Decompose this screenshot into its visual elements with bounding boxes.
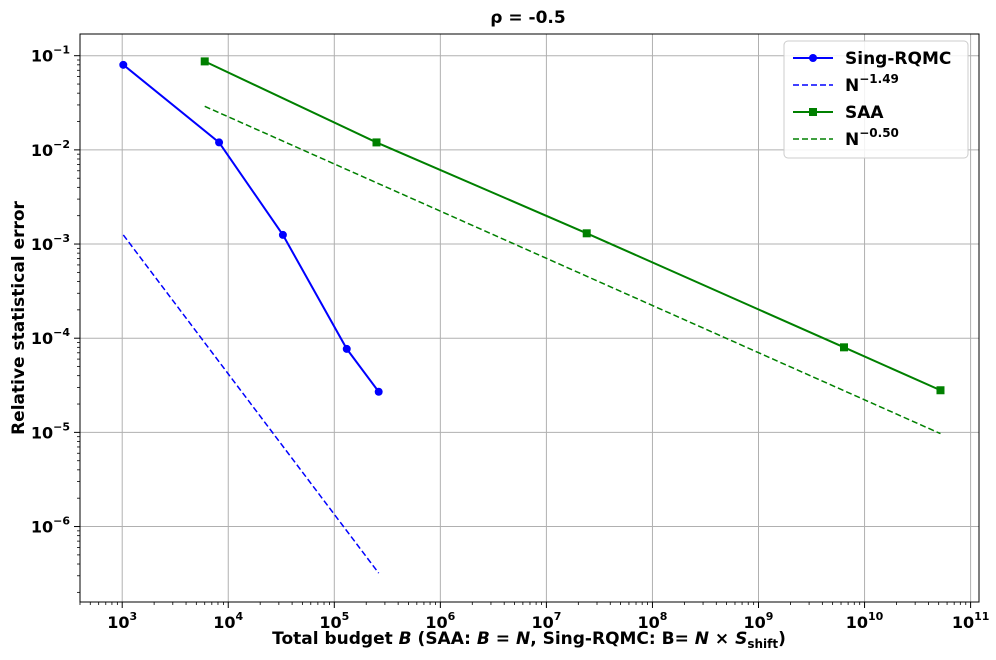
x-tick-label: 108 xyxy=(637,610,667,632)
x-tick-label: 104 xyxy=(213,610,243,632)
data-point xyxy=(278,230,287,239)
series-n-1-49 xyxy=(122,234,380,574)
x-axis-title-part: = xyxy=(490,629,516,649)
data-point xyxy=(839,343,848,352)
x-tick-label: 106 xyxy=(425,610,455,632)
legend-entry: N−1.49 xyxy=(793,72,899,96)
series-line xyxy=(122,234,380,574)
legend-marker xyxy=(809,108,817,116)
series-line xyxy=(122,64,380,393)
legend-label: SAA xyxy=(845,103,884,123)
legend-box xyxy=(783,40,969,159)
data-point xyxy=(342,344,351,353)
x-axis-title-part: B xyxy=(399,629,412,649)
data-point xyxy=(374,387,383,396)
series-sing-rqmc xyxy=(119,60,383,396)
x-tick-label: 1011 xyxy=(952,610,990,632)
series-layer xyxy=(119,57,945,574)
legend: Sing-RQMC N−1.49 SAA N−0.50 xyxy=(783,40,969,159)
x-axis-title-part: N xyxy=(695,629,709,649)
legend-label: N−0.50 xyxy=(845,126,899,150)
x-axis-title-part: S xyxy=(735,629,747,649)
series-n-0-50 xyxy=(204,105,941,435)
legend-entry: N−0.50 xyxy=(793,126,899,150)
y-tick-label: 10−2 xyxy=(31,138,70,160)
data-point xyxy=(582,229,591,238)
data-point xyxy=(200,57,209,66)
chart-title: ρ = -0.5 xyxy=(490,8,565,28)
y-axis-ticks: 10−6 10−5 10−4 10−3 10−2 10−1 xyxy=(31,44,80,593)
series-line xyxy=(204,105,941,435)
legend-label: Sing-RQMC xyxy=(845,49,951,69)
x-axis-title-part: Total budget xyxy=(272,629,399,649)
y-axis-title: Relative statistical error xyxy=(9,200,29,434)
x-axis-title: Total budget B (SAA: B = N, Sing-RQMC: B… xyxy=(272,629,786,651)
x-tick-label: 109 xyxy=(744,610,774,632)
x-tick-label: 103 xyxy=(107,610,137,632)
y-tick-label: 10−3 xyxy=(31,232,70,254)
legend-entry: Sing-RQMC xyxy=(793,49,951,69)
x-tick-label: 1010 xyxy=(846,610,884,632)
x-axis-ticks: 103 104 105 106 107 108 109 1010 1011 xyxy=(79,602,990,632)
y-tick-label: 10−1 xyxy=(31,44,70,66)
plot-area-frame xyxy=(79,33,980,603)
x-axis-title-part: × xyxy=(709,629,735,649)
data-point xyxy=(215,138,224,147)
series-saa xyxy=(200,57,945,395)
x-axis-title-part: , Sing-RQMC: B= xyxy=(530,629,695,649)
x-axis-title-part: (SAA: xyxy=(412,629,477,649)
y-tick-label: 10−4 xyxy=(31,326,70,348)
x-tick-label: 107 xyxy=(531,610,561,632)
legend-marker xyxy=(809,54,817,62)
x-axis-title-part: N xyxy=(516,629,530,649)
x-tick-label: 105 xyxy=(319,610,349,632)
data-point xyxy=(372,138,381,147)
legend-label: N−1.49 xyxy=(845,72,899,96)
data-point xyxy=(936,386,945,395)
legend-entry: SAA xyxy=(793,103,884,123)
y-tick-label: 10−6 xyxy=(31,515,70,537)
x-axis-title-part: ) xyxy=(778,629,786,649)
x-axis-title-part: shift xyxy=(747,637,778,651)
y-tick-label: 10−5 xyxy=(31,420,70,442)
x-axis-title-part: B xyxy=(477,629,490,649)
data-point xyxy=(119,60,128,69)
